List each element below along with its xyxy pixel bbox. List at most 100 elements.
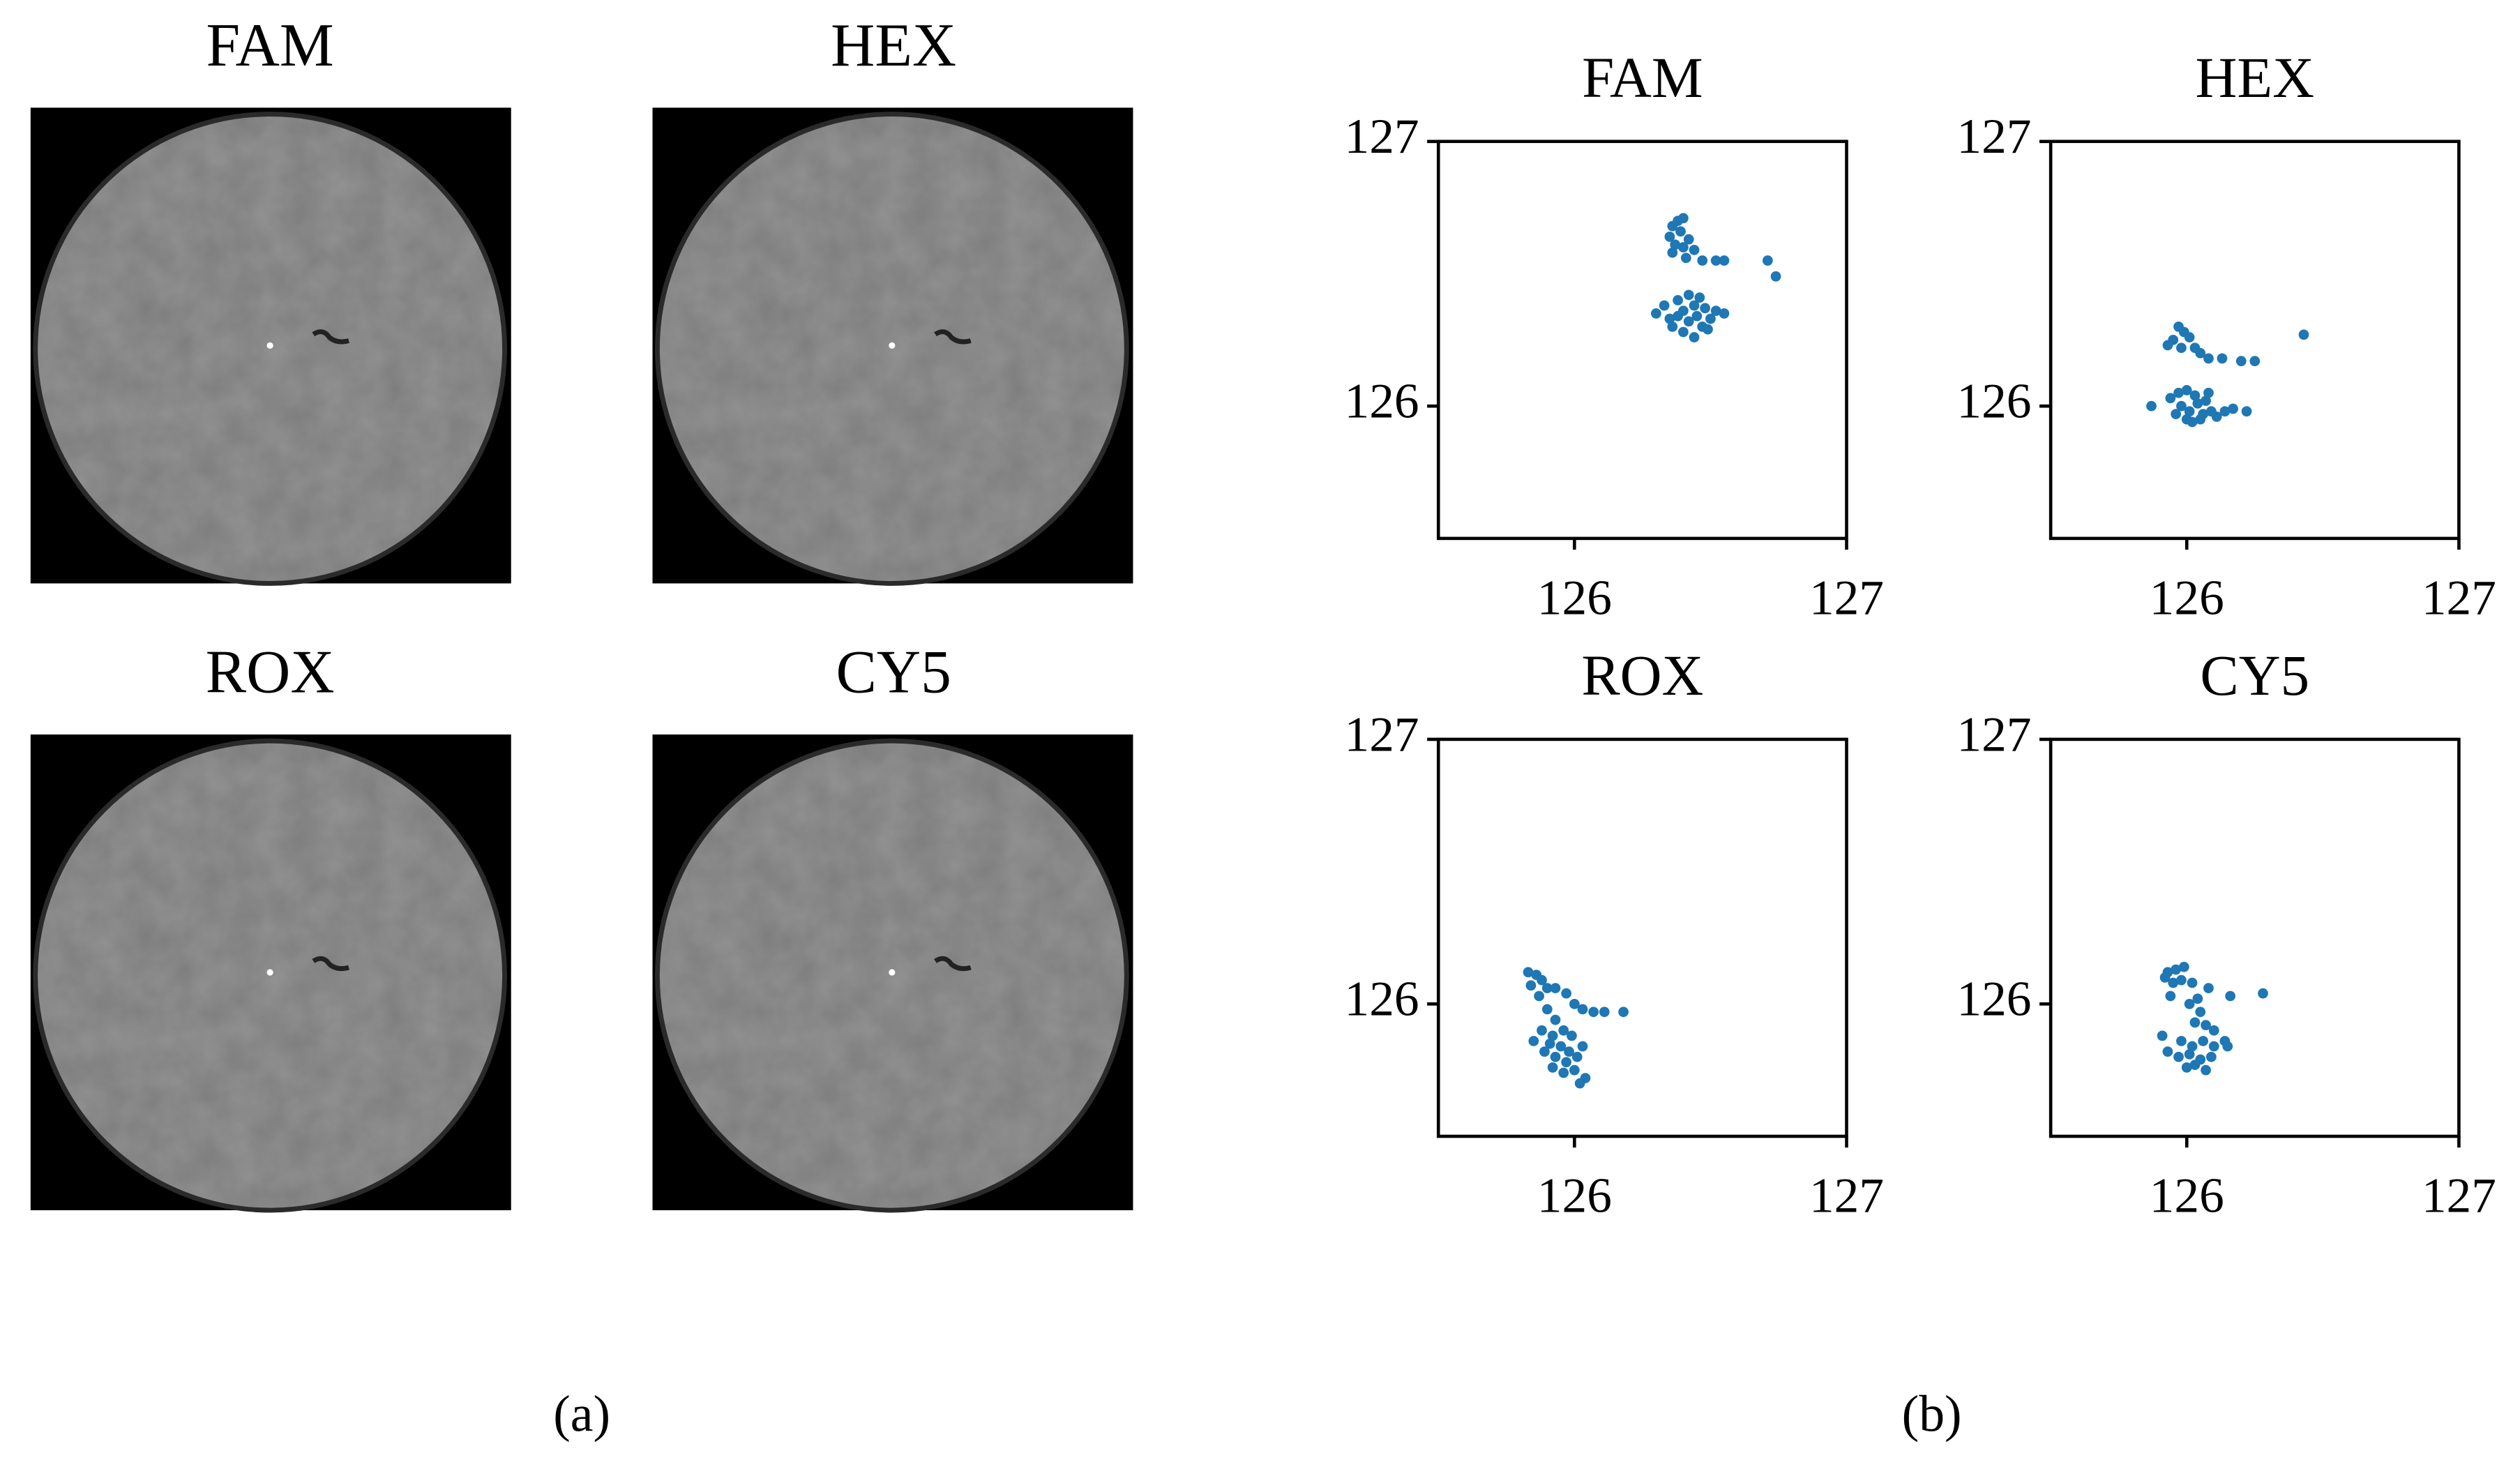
point <box>2176 342 2187 354</box>
image <box>653 734 1133 1210</box>
image-panel: FAM HEX ROX CY5 <box>31 11 1133 1210</box>
point <box>1547 1030 1558 1041</box>
point <box>2205 1051 2217 1062</box>
point <box>2176 974 2187 986</box>
image-title: ROX <box>206 638 335 705</box>
point <box>2165 393 2176 404</box>
point <box>1528 1036 1539 1046</box>
point <box>1534 990 1544 1002</box>
y-tick-label: 126 <box>1345 972 1419 1027</box>
image <box>31 734 511 1210</box>
point <box>1664 313 1675 324</box>
point <box>1558 1025 1569 1036</box>
point <box>2165 990 2176 1002</box>
point <box>1577 1041 1588 1052</box>
point <box>1762 255 1773 266</box>
y-tick-label: 127 <box>1956 109 2031 164</box>
point <box>1574 1078 1585 1089</box>
point <box>2168 977 2179 988</box>
point <box>1561 1057 1572 1068</box>
point <box>1683 316 1694 327</box>
panel-label: (a) <box>553 1385 610 1442</box>
chart: HEX 126 127 126 127 <box>1956 45 2496 626</box>
point <box>1719 308 1730 319</box>
point <box>2157 1030 2168 1041</box>
point <box>1770 271 1781 282</box>
y-tick-label: 126 <box>1345 374 1419 429</box>
point <box>1667 247 1678 258</box>
y-tick-label: 127 <box>1345 707 1419 762</box>
chart-title: HEX <box>2196 45 2314 110</box>
point <box>2178 961 2189 972</box>
point <box>2201 1064 2211 1076</box>
point <box>1689 300 1700 311</box>
plot-frame <box>1436 737 1848 1138</box>
point <box>2195 347 2206 359</box>
point <box>2198 1036 2209 1046</box>
point <box>2187 416 2198 428</box>
point <box>2187 977 2198 988</box>
point <box>2195 414 2206 425</box>
point <box>2192 993 2203 1004</box>
point <box>1547 1062 1558 1073</box>
point <box>1571 1051 1583 1062</box>
point <box>1567 1030 1577 1041</box>
point <box>1537 974 1547 986</box>
point <box>1678 242 1689 253</box>
point <box>2201 1020 2211 1031</box>
point <box>2235 356 2247 367</box>
point <box>1689 332 1700 342</box>
point <box>1667 220 1678 232</box>
point <box>1541 1004 1553 1015</box>
chart: FAM 126 127 126 127 <box>1345 45 1885 626</box>
point <box>1689 244 1700 255</box>
image-title: CY5 <box>836 638 951 705</box>
image-title: FAM <box>206 11 334 79</box>
point <box>2171 409 2181 419</box>
point <box>1710 255 1721 266</box>
point <box>1537 1025 1547 1036</box>
point <box>2146 400 2157 412</box>
plot-frame <box>1436 140 1848 541</box>
point <box>2181 1062 2192 1073</box>
image <box>653 107 1133 583</box>
x-tick-label: 126 <box>2150 1168 2224 1223</box>
image <box>31 107 511 583</box>
point <box>2189 390 2201 401</box>
point <box>1719 255 1730 266</box>
point <box>2171 964 2181 975</box>
point <box>2176 1036 2187 1046</box>
chart-title: FAM <box>1582 45 1703 110</box>
chart: ROX 126 127 126 127 <box>1345 643 1885 1223</box>
plot-frame <box>2049 737 2461 1138</box>
point <box>1703 324 1713 335</box>
point <box>1680 253 1691 264</box>
point <box>1670 239 1681 250</box>
point <box>1697 255 1708 266</box>
point <box>2222 1041 2233 1052</box>
point <box>1678 326 1689 338</box>
point <box>1678 213 1689 224</box>
point <box>1683 289 1694 301</box>
point <box>2195 1007 2206 1018</box>
point <box>1705 313 1716 324</box>
x-tick-label: 127 <box>2422 1168 2496 1223</box>
point <box>2162 1046 2173 1057</box>
point <box>2203 983 2214 993</box>
point <box>2208 1041 2219 1052</box>
x-tick-label: 127 <box>1809 1168 1884 1223</box>
point <box>2192 398 2203 409</box>
point <box>1569 1064 1580 1076</box>
point <box>2249 356 2261 367</box>
point <box>1673 310 1683 322</box>
point <box>2184 406 2195 417</box>
point <box>1664 231 1675 242</box>
point <box>1525 980 1537 991</box>
point <box>1700 303 1711 314</box>
point <box>2181 385 2192 396</box>
point <box>1675 226 1686 237</box>
point <box>1618 1007 1629 1018</box>
x-tick-label: 127 <box>2422 570 2496 625</box>
point <box>1561 988 1572 999</box>
